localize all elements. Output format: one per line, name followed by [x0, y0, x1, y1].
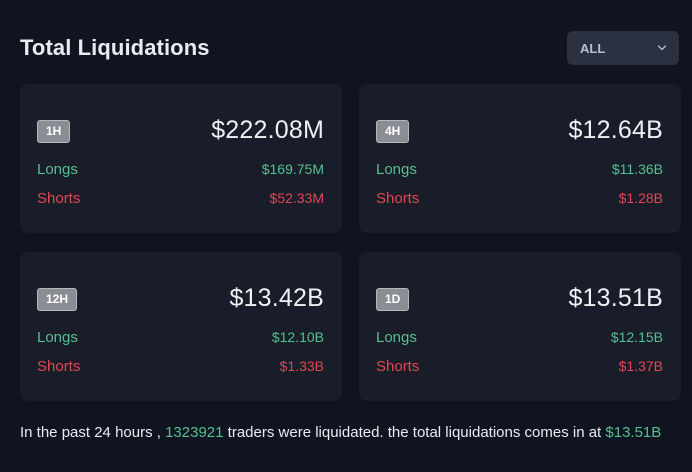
- shorts-value: $1.37B: [618, 358, 663, 374]
- summary-prefix: In the past 24 hours ,: [20, 424, 166, 441]
- longs-label: Longs: [37, 329, 78, 346]
- total-liquidation-value: $13.51B: [568, 284, 663, 312]
- shorts-label: Shorts: [37, 190, 81, 207]
- longs-label: Longs: [376, 329, 417, 346]
- liquidation-summary: In the past 24 hours , 1323921 traders w…: [20, 421, 670, 444]
- liquidation-card-4h: 4H $12.64B Longs $11.36B Shorts $1.28B: [359, 84, 681, 233]
- shorts-value: $1.28B: [618, 190, 663, 206]
- longs-value: $12.15B: [610, 329, 663, 345]
- shorts-label: Shorts: [376, 190, 420, 207]
- chevron-down-icon: [657, 45, 667, 51]
- shorts-label: Shorts: [376, 358, 420, 375]
- traders-count: 1323921: [165, 424, 224, 441]
- liquidation-card-1d: 1D $13.51B Longs $12.15B Shorts $1.37B: [359, 252, 681, 401]
- period-badge: 1H: [37, 120, 71, 143]
- summary-total-value: $13.51B: [605, 424, 662, 441]
- total-liquidation-value: $13.42B: [229, 284, 324, 312]
- liquidation-card-12h: 12H $13.42B Longs $12.10B Shorts $1.33B: [20, 252, 342, 401]
- longs-value: $11.36B: [611, 161, 663, 177]
- longs-label: Longs: [37, 161, 78, 178]
- summary-middle: traders were liquidated. the total liqui…: [223, 424, 606, 441]
- period-badge: 12H: [37, 288, 78, 311]
- period-badge: 4H: [376, 120, 410, 143]
- period-filter-value: ALL: [580, 40, 606, 56]
- page-title: Total Liquidations: [20, 35, 210, 60]
- total-liquidation-value: $12.64B: [568, 116, 663, 144]
- period-badge: 1D: [376, 288, 410, 311]
- total-liquidation-value: $222.08M: [211, 116, 324, 144]
- liquidation-card-1h: 1H $222.08M Longs $169.75M Shorts $52.33…: [20, 84, 342, 233]
- longs-value: $169.75M: [261, 161, 324, 177]
- longs-value: $12.10B: [271, 329, 324, 345]
- shorts-label: Shorts: [37, 358, 81, 375]
- period-filter-select[interactable]: ALL: [567, 31, 679, 65]
- longs-label: Longs: [376, 161, 417, 178]
- shorts-value: $52.33M: [269, 190, 324, 206]
- shorts-value: $1.33B: [279, 358, 324, 374]
